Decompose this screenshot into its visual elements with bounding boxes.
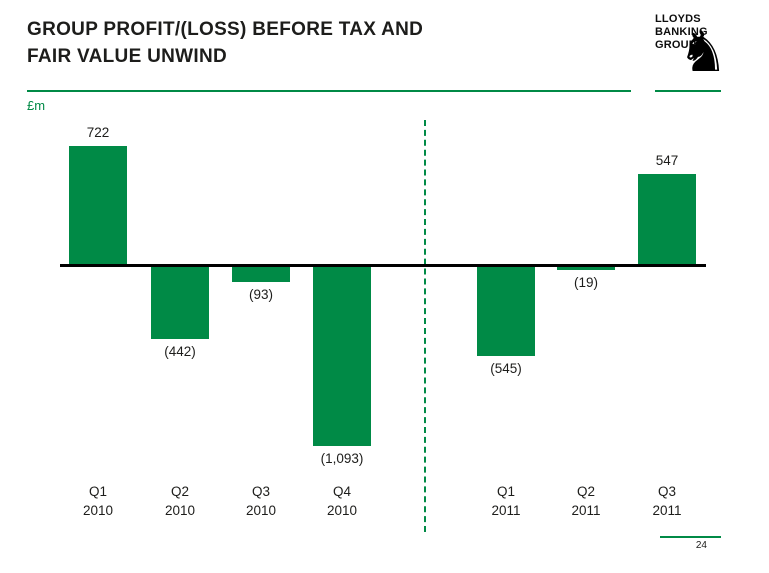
x-axis-label-q3-2011: Q3 2011 — [652, 484, 682, 518]
x-axis-label-q2-2010: Q2 2010 — [164, 484, 196, 518]
bar-value-label-q2-2011: (19) — [573, 275, 598, 290]
zero-axis-line — [60, 264, 706, 267]
bar-value-label-q1-2010: 722 — [86, 125, 110, 140]
page-title-line-2: FAIR VALUE UNWIND — [27, 45, 228, 67]
x-axis-label-q1-2011: Q1 2011 — [491, 484, 521, 518]
bar-value-label-q4-2010: (1,093) — [320, 451, 364, 466]
bar-value-label-q2-2010: (442) — [164, 344, 196, 359]
lloyds-logo-text: LLOYDS BANKING GROUP — [655, 13, 708, 53]
bar-value-label-q3-2010: (93) — [248, 287, 273, 302]
page-number: 24 — [695, 540, 707, 551]
page-title-line-1: GROUP PROFIT/(LOSS) BEFORE TAX AND — [27, 19, 424, 40]
bar-q3-2011 — [638, 174, 696, 264]
logo-word-banking: BANKING — [655, 26, 708, 39]
logo-divider-line — [655, 90, 721, 92]
year-separator-dashed-line — [424, 120, 426, 532]
footer-divider-line — [660, 536, 721, 538]
x-axis-label-q4-2010: Q4 2010 — [326, 484, 358, 518]
bar-q1-2010 — [69, 146, 127, 264]
bar-q1-2011 — [477, 267, 535, 356]
logo-word-lloyds: LLOYDS — [655, 13, 701, 25]
x-axis-label-q2-2011: Q2 2011 — [571, 484, 601, 518]
bar-q3-2010 — [232, 267, 290, 282]
title-divider-line — [27, 90, 631, 92]
bar-value-label-q3-2011: 547 — [655, 153, 679, 168]
x-axis-label-q3-2010: Q3 2010 — [245, 484, 277, 518]
y-axis-unit-label: £m — [27, 98, 46, 113]
bar-q2-2011 — [557, 267, 615, 270]
bar-q2-2010 — [151, 267, 209, 339]
horse-icon: ♞ — [678, 20, 729, 83]
bar-q4-2010 — [313, 267, 371, 446]
logo-word-group: GROUP — [655, 39, 697, 52]
x-axis-label-q1-2010: Q1 2010 — [82, 484, 114, 518]
page-title: GROUP PROFIT/(LOSS) BEFORE TAX AND FAIR … — [27, 17, 423, 71]
bar-value-label-q1-2011: (545) — [490, 361, 522, 376]
